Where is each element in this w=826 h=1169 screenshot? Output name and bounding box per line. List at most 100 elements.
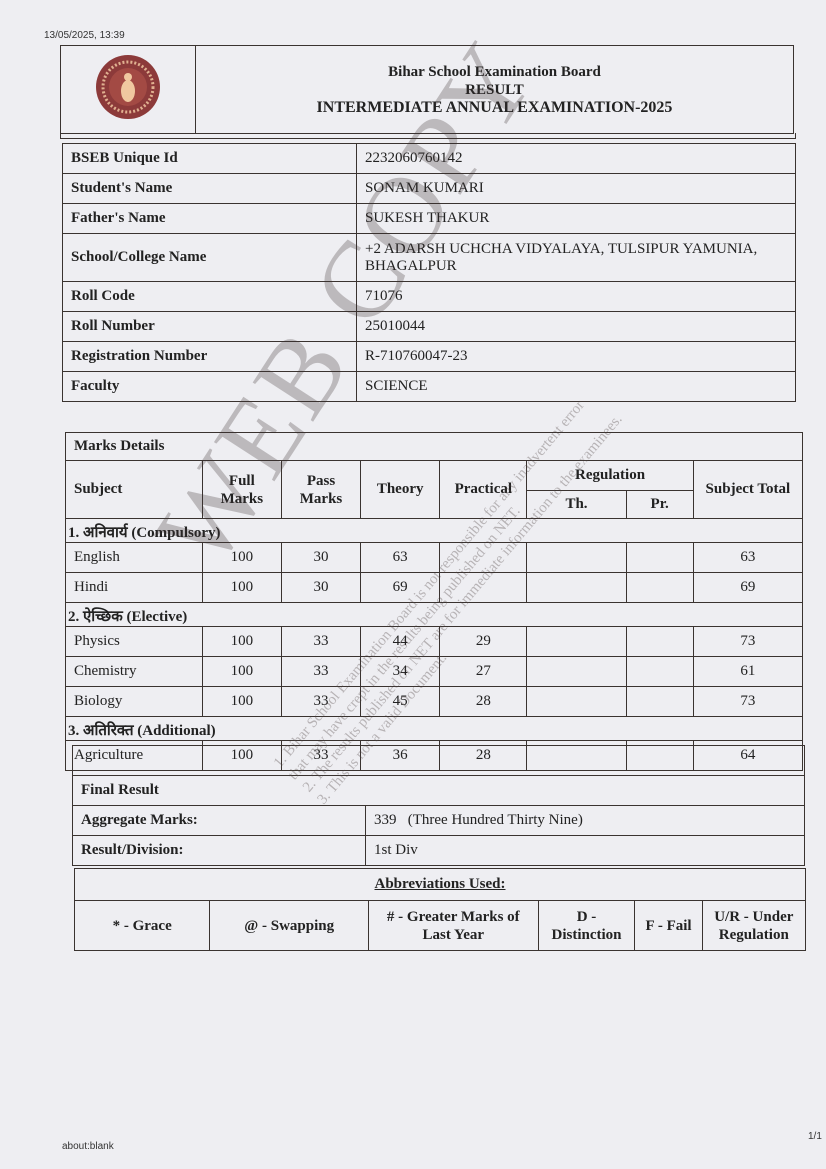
- abbreviation-item: U/R - Under Regulation: [701, 900, 807, 951]
- result-header: Bihar School Examination Board RESULT IN…: [60, 45, 794, 134]
- subject-theory: 34: [360, 656, 441, 687]
- subject-total: 73: [692, 686, 804, 717]
- info-label: Registration Number: [62, 341, 357, 372]
- subject-practical: [439, 572, 528, 603]
- col-practical: Practical: [439, 460, 528, 519]
- subject-name: Chemistry: [65, 656, 203, 687]
- board-name: Bihar School Examination Board: [388, 63, 601, 80]
- subject-row: English 100 30 63 63: [65, 542, 804, 573]
- col-subject: Subject: [65, 460, 203, 519]
- info-value: SONAM KUMARI: [356, 173, 796, 204]
- subject-name: Physics: [65, 626, 203, 657]
- info-value: 25010044: [356, 311, 796, 342]
- info-value: +2 ADARSH UCHCHA VIDYALAYA, TULSIPUR YAM…: [356, 233, 796, 282]
- info-value: 71076: [356, 281, 796, 312]
- info-row: Roll Number 25010044: [62, 311, 796, 342]
- col-pass-marks: Pass Marks: [280, 460, 362, 519]
- info-label: Roll Code: [62, 281, 357, 312]
- col-full-marks: Full Marks: [201, 460, 282, 519]
- col-reg-th: Th.: [526, 490, 627, 519]
- info-label: Roll Number: [62, 311, 357, 342]
- subject-full: 100: [201, 686, 282, 717]
- subject-total: 61: [692, 656, 804, 687]
- abbreviations-table: Abbreviations Used: * - Grace @ - Swappin…: [73, 868, 807, 951]
- info-row: School/College Name +2 ADARSH UCHCHA VIDY…: [62, 233, 796, 282]
- aggregate-words: (Three Hundred Thirty Nine): [407, 812, 583, 828]
- marks-table: Marks Details Subject Full Marks Pass Ma…: [65, 432, 804, 771]
- subject-theory: 45: [360, 686, 441, 717]
- subject-full: 100: [201, 656, 282, 687]
- print-page: 1/1: [808, 1131, 822, 1142]
- exam-title: INTERMEDIATE ANNUAL EXAMINATION-2025: [316, 98, 673, 116]
- marks-details-label: Marks Details: [65, 432, 203, 461]
- student-info-table: BSEB Unique Id 2232060760142 Student's Nam…: [62, 143, 796, 402]
- logo-cell: [60, 45, 196, 134]
- print-datetime: 13/05/2025, 13:39: [44, 30, 125, 41]
- result-value: 1st Div: [365, 835, 805, 866]
- col-regulation: Regulation: [526, 460, 694, 491]
- subject-th: [526, 656, 627, 687]
- abbreviations-title: Abbreviations Used:: [74, 868, 806, 901]
- subject-pr: [625, 656, 694, 687]
- subject-name: Biology: [65, 686, 203, 717]
- info-row: Student's Name SONAM KUMARI: [62, 173, 796, 204]
- info-row: BSEB Unique Id 2232060760142: [62, 143, 796, 174]
- subject-pr: [625, 542, 694, 573]
- subject-practical: 29: [439, 626, 528, 657]
- subject-th: [526, 686, 627, 717]
- subject-name: Hindi: [65, 572, 203, 603]
- subject-practical: [439, 542, 528, 573]
- subject-pr: [625, 686, 694, 717]
- info-row: Faculty SCIENCE: [62, 371, 796, 402]
- info-value: R-710760047-23: [356, 341, 796, 372]
- subject-theory: 44: [360, 626, 441, 657]
- info-label: Student's Name: [62, 173, 357, 204]
- subject-pass: 33: [280, 626, 362, 657]
- final-result-title: Final Result: [72, 775, 805, 806]
- group-title: 1. अनिवार्य (Compulsory): [65, 518, 803, 543]
- subject-total: 69: [692, 572, 804, 603]
- print-url: about:blank: [62, 1141, 114, 1152]
- abbreviation-item: D - Distinction: [537, 900, 636, 951]
- subject-name: English: [65, 542, 203, 573]
- aggregate-value: 339: [374, 812, 397, 828]
- subject-pr: [625, 626, 694, 657]
- result-title: RESULT: [465, 81, 524, 98]
- info-label: BSEB Unique Id: [62, 143, 357, 174]
- subject-row: Biology 100 33 45 28 73: [65, 686, 804, 717]
- subject-total: 63: [692, 542, 804, 573]
- bseb-seal-logo: [96, 55, 160, 119]
- subject-th: [526, 572, 627, 603]
- subject-th: [526, 626, 627, 657]
- result-label: Result/Division:: [72, 835, 366, 866]
- group-title: 2. ऐच्छिक (Elective): [65, 602, 803, 627]
- abbreviation-item: @ - Swapping: [209, 900, 370, 951]
- subject-practical: 28: [439, 686, 528, 717]
- col-reg-pr: Pr.: [625, 490, 694, 519]
- subject-pass: 30: [280, 542, 362, 573]
- info-label: Faculty: [62, 371, 357, 402]
- abbreviation-item: # - Greater Marks of Last Year: [368, 900, 539, 951]
- info-label: School/College Name: [62, 233, 357, 282]
- subject-full: 100: [201, 542, 282, 573]
- aggregate-label: Aggregate Marks:: [72, 805, 366, 836]
- abbreviation-item: F - Fail: [634, 900, 703, 951]
- final-result-table: Final Result Aggregate Marks: 339 (Three…: [72, 745, 805, 866]
- col-theory: Theory: [360, 460, 441, 519]
- subject-pass: 33: [280, 686, 362, 717]
- info-value: SUKESH THAKUR: [356, 203, 796, 234]
- subject-total: 73: [692, 626, 804, 657]
- info-row: Roll Code 71076: [62, 281, 796, 312]
- subject-theory: 63: [360, 542, 441, 573]
- subject-pass: 30: [280, 572, 362, 603]
- subject-practical: 27: [439, 656, 528, 687]
- subject-pass: 33: [280, 656, 362, 687]
- info-label: Father's Name: [62, 203, 357, 234]
- subject-row: Physics 100 33 44 29 73: [65, 626, 804, 657]
- group-title: 3. अतिरिक्त (Additional): [65, 716, 803, 741]
- abbreviation-item: * - Grace: [73, 900, 211, 951]
- subject-pr: [625, 572, 694, 603]
- subject-row: Hindi 100 30 69 69: [65, 572, 804, 603]
- subject-full: 100: [201, 626, 282, 657]
- info-row: Father's Name SUKESH THAKUR: [62, 203, 796, 234]
